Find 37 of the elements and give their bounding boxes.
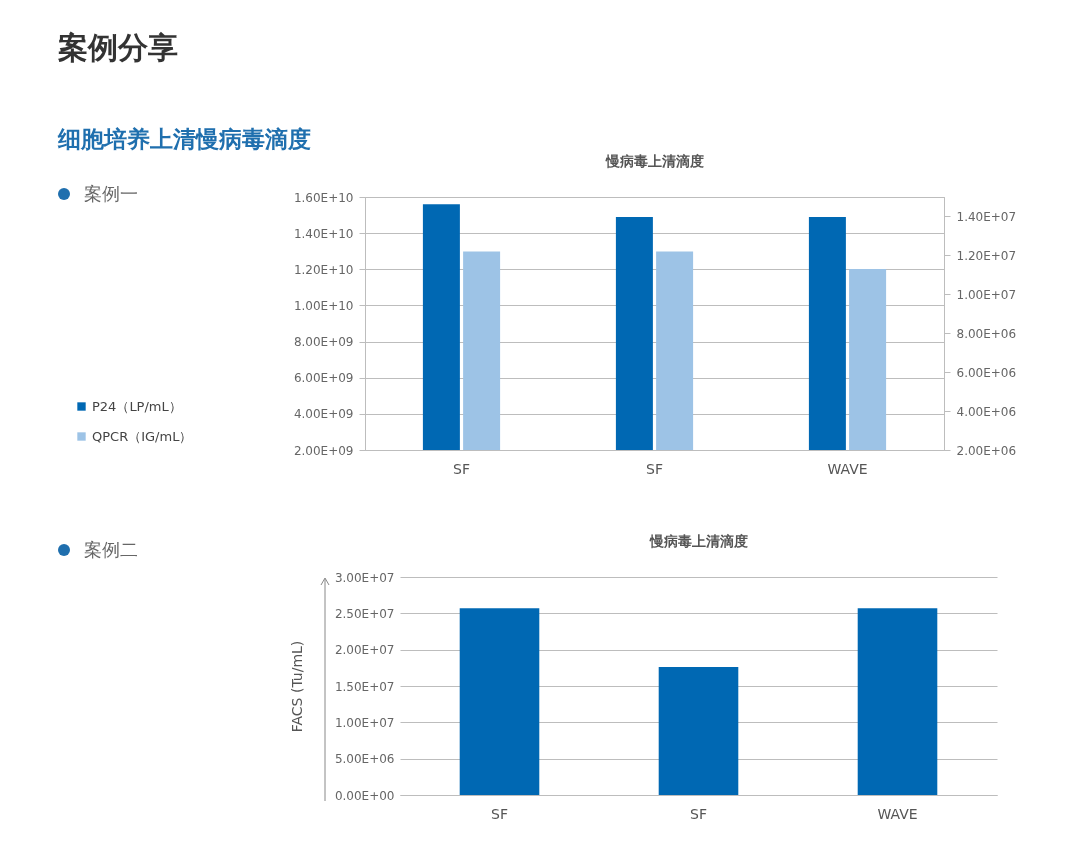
x-tick-label: SF	[690, 805, 707, 822]
y-tick-label: 1.00E+07	[334, 715, 395, 730]
y-tick-label: 8.00E+09	[293, 335, 354, 350]
y-tick-label: 0.00E+00	[334, 788, 395, 803]
y-tick-label: 1.00E+10	[293, 298, 354, 313]
y-axis-title: FACS (Tu/mL)	[288, 640, 305, 733]
chart-title: 慢病毒上清滴度	[648, 533, 748, 549]
legend-label: QPCR（IG/mL）	[92, 428, 193, 444]
y-tick-label: 1.60E+10	[293, 190, 354, 205]
x-tick-label: SF	[491, 805, 508, 822]
y-tick-label: 4.00E+09	[293, 407, 354, 422]
y2-tick-label: 2.00E+06	[956, 443, 1017, 458]
y-tick-label: 6.00E+09	[293, 371, 354, 386]
y-tick-label: 5.00E+06	[334, 752, 395, 767]
y-tick-label: 1.20E+10	[293, 262, 354, 277]
text: 细胞培养上清慢病毒滴度	[58, 125, 311, 154]
x-tick-label: WAVE	[877, 805, 918, 822]
y-tick-label: 2.50E+07	[334, 606, 395, 621]
y2-tick-label: 8.00E+06	[956, 326, 1017, 341]
text: 案例一	[84, 182, 138, 206]
y2-tick-label: 1.40E+07	[956, 209, 1017, 224]
y2-tick-label: 4.00E+06	[956, 404, 1017, 419]
y2-tick-label: 1.00E+07	[956, 287, 1017, 302]
x-tick-label: SF	[453, 460, 470, 477]
y-tick-label: 3.00E+07	[334, 570, 395, 585]
y2-tick-label: 6.00E+06	[956, 365, 1017, 380]
x-tick-label: WAVE	[827, 460, 868, 477]
text: 案例分享	[58, 29, 178, 67]
y2-tick-label: 1.20E+07	[956, 248, 1017, 263]
y-tick-label: 1.50E+07	[334, 679, 395, 694]
y-tick-label: 2.00E+07	[334, 643, 395, 658]
y-tick-label: 1.40E+10	[293, 226, 354, 241]
y-tick-label: 2.00E+09	[293, 443, 354, 458]
chart-title: 慢病毒上清滴度	[604, 153, 704, 169]
text: 案例二	[84, 538, 138, 562]
x-tick-label: SF	[646, 460, 663, 477]
legend-label: P24（LP/mL）	[92, 398, 182, 414]
